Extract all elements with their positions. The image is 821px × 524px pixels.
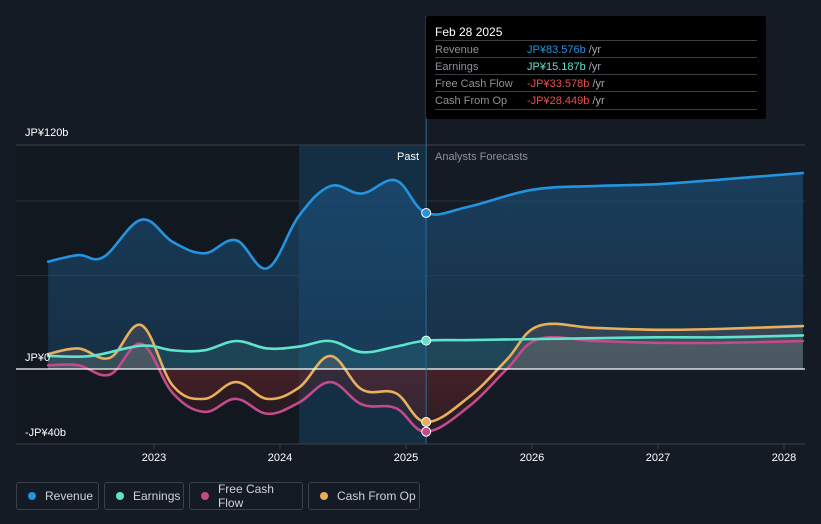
revenue-marker bbox=[421, 207, 432, 218]
tooltip-row-revenue: Revenue JP¥83.576b /yr bbox=[435, 40, 757, 58]
x-tick-label: 2023 bbox=[142, 452, 166, 464]
cash-from-op-line bbox=[46, 322, 805, 424]
legend-item-cash-from-op[interactable]: Cash From Op bbox=[308, 482, 420, 510]
tooltip-unit: /yr bbox=[588, 44, 602, 56]
revenue-area bbox=[48, 173, 803, 369]
tooltip-label: Earnings bbox=[435, 61, 479, 73]
tooltip-label: Revenue bbox=[435, 44, 480, 56]
earnings-line bbox=[46, 334, 805, 359]
tooltip-row-earnings: Earnings JP¥15.187b /yr bbox=[435, 57, 757, 75]
x-tick-label: 2025 bbox=[394, 452, 418, 464]
cash-from-op-area-negative bbox=[48, 369, 803, 423]
free-cash-flow-marker bbox=[421, 426, 432, 437]
tooltip-value: -JP¥28.449b bbox=[527, 95, 590, 107]
tooltip: Feb 28 2025 Revenue JP¥83.576b /yr Earni… bbox=[426, 16, 766, 119]
x-tick-label: 2027 bbox=[646, 452, 670, 464]
legend-item-earnings[interactable]: Earnings bbox=[104, 482, 184, 510]
y-tick-label: JP¥0 bbox=[25, 352, 50, 364]
tooltip-unit: /yr bbox=[588, 61, 602, 73]
past-label: Past bbox=[397, 151, 419, 163]
tooltip-row-cash-from-op: Cash From Op -JP¥28.449b /yr bbox=[435, 91, 757, 109]
free-cash-flow-dot-icon bbox=[201, 492, 209, 500]
x-tick-label: 2024 bbox=[268, 452, 292, 464]
earnings-dot-icon bbox=[116, 492, 124, 500]
legend-item-free-cash-flow[interactable]: Free Cash Flow bbox=[189, 482, 303, 510]
forecast-label: Analysts Forecasts bbox=[435, 151, 528, 163]
tooltip-divider bbox=[435, 109, 757, 110]
cash-from-op-dot-icon bbox=[320, 492, 328, 500]
revenue-line bbox=[46, 171, 805, 270]
tooltip-date: Feb 28 2025 bbox=[435, 25, 503, 39]
y-tick-label: JP¥120b bbox=[25, 127, 68, 139]
tooltip-unit: /yr bbox=[592, 78, 605, 90]
legend-item-revenue[interactable]: Revenue bbox=[16, 482, 99, 510]
legend-label: Revenue bbox=[45, 489, 94, 503]
tooltip-row-free-cash-flow: Free Cash Flow -JP¥33.578b /yr bbox=[435, 74, 757, 92]
earnings-marker bbox=[421, 335, 432, 346]
legend-label: Cash From Op bbox=[337, 489, 416, 503]
revenue-dot-icon bbox=[28, 492, 36, 500]
tooltip-value: JP¥15.187b bbox=[527, 61, 586, 73]
x-tick-label: 2026 bbox=[520, 452, 544, 464]
cash-from-op-area-positive bbox=[48, 323, 803, 369]
tooltip-value: -JP¥33.578b bbox=[527, 78, 590, 90]
tooltip-label: Free Cash Flow bbox=[435, 78, 513, 90]
y-tick-label: -JP¥40b bbox=[25, 427, 66, 439]
x-tick-label: 2028 bbox=[772, 452, 796, 464]
legend-label: Free Cash Flow bbox=[217, 482, 274, 510]
legend-label: Earnings bbox=[133, 489, 181, 503]
tooltip-unit: /yr bbox=[592, 95, 605, 107]
tooltip-value: JP¥83.576b bbox=[527, 44, 586, 56]
cash-from-op-marker bbox=[421, 417, 432, 428]
tooltip-label: Cash From Op bbox=[435, 95, 508, 107]
